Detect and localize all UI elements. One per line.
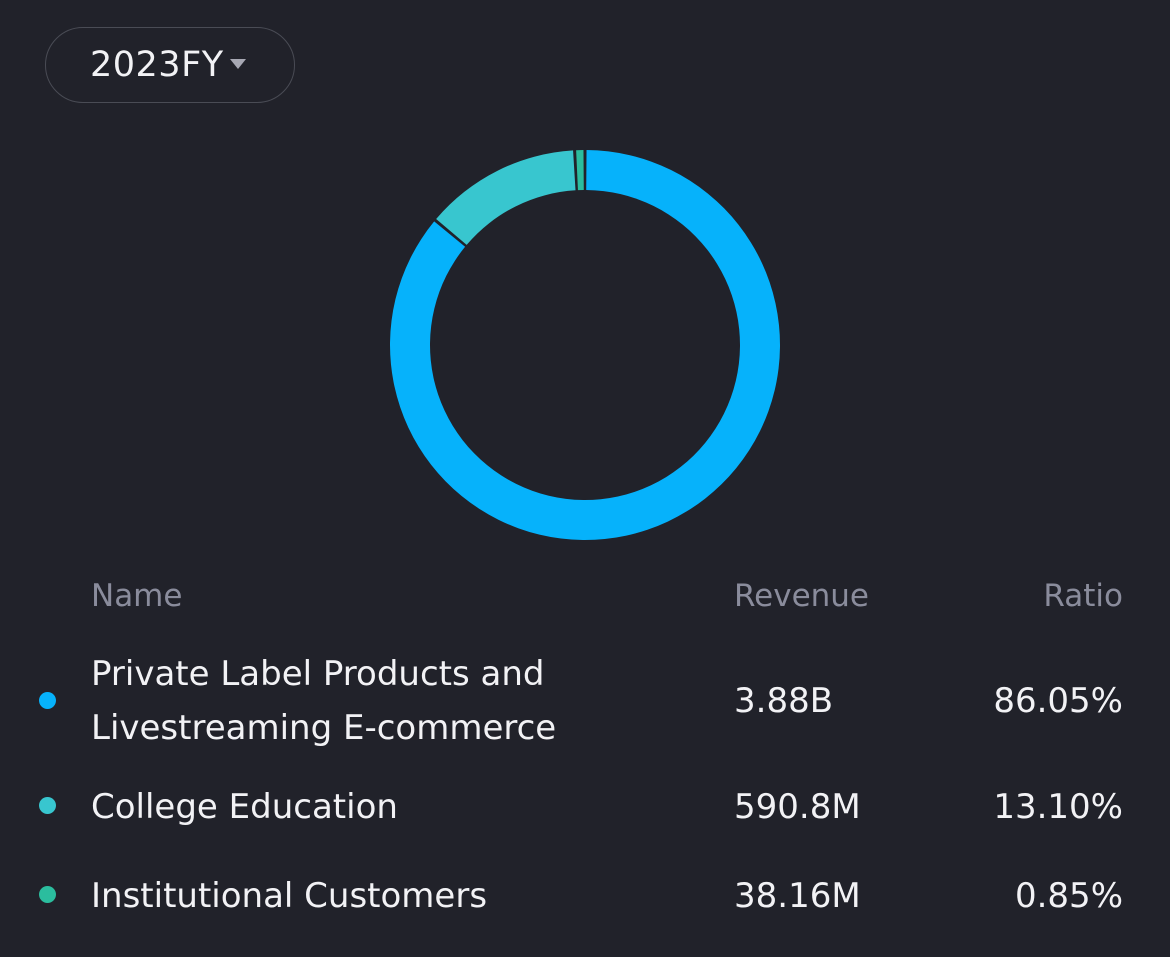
row-name: Private Label Products and Livestreaming… xyxy=(91,654,557,748)
table-row[interactable]: Private Label Products and Livestreaming… xyxy=(0,647,1170,755)
header-revenue: Revenue xyxy=(734,578,870,614)
header-ratio: Ratio xyxy=(1043,578,1123,614)
table-row[interactable]: College Education 590.8M 13.10% xyxy=(0,780,1170,834)
table-row[interactable]: Institutional Customers 38.16M 0.85% xyxy=(0,869,1170,923)
period-label: 2023FY xyxy=(90,45,224,85)
legend-dot xyxy=(39,692,56,709)
donut-slice[interactable] xyxy=(576,150,584,191)
legend-dot xyxy=(39,797,56,814)
row-ratio: 13.10% xyxy=(993,787,1123,827)
header-name: Name xyxy=(91,578,183,614)
caret-down-icon xyxy=(230,59,246,69)
donut-slice[interactable] xyxy=(436,150,576,245)
table-header: Name Revenue Ratio xyxy=(0,570,1170,626)
row-revenue: 590.8M xyxy=(734,787,861,827)
row-ratio: 0.85% xyxy=(1014,876,1123,916)
revenue-donut-chart xyxy=(390,150,780,540)
row-name: Institutional Customers xyxy=(91,876,488,916)
row-name: College Education xyxy=(91,787,398,827)
legend-dot xyxy=(39,886,56,903)
period-dropdown[interactable]: 2023FY xyxy=(45,27,295,103)
row-revenue: 38.16M xyxy=(734,876,861,916)
row-revenue: 3.88B xyxy=(734,681,834,721)
row-ratio: 86.05% xyxy=(993,681,1123,721)
